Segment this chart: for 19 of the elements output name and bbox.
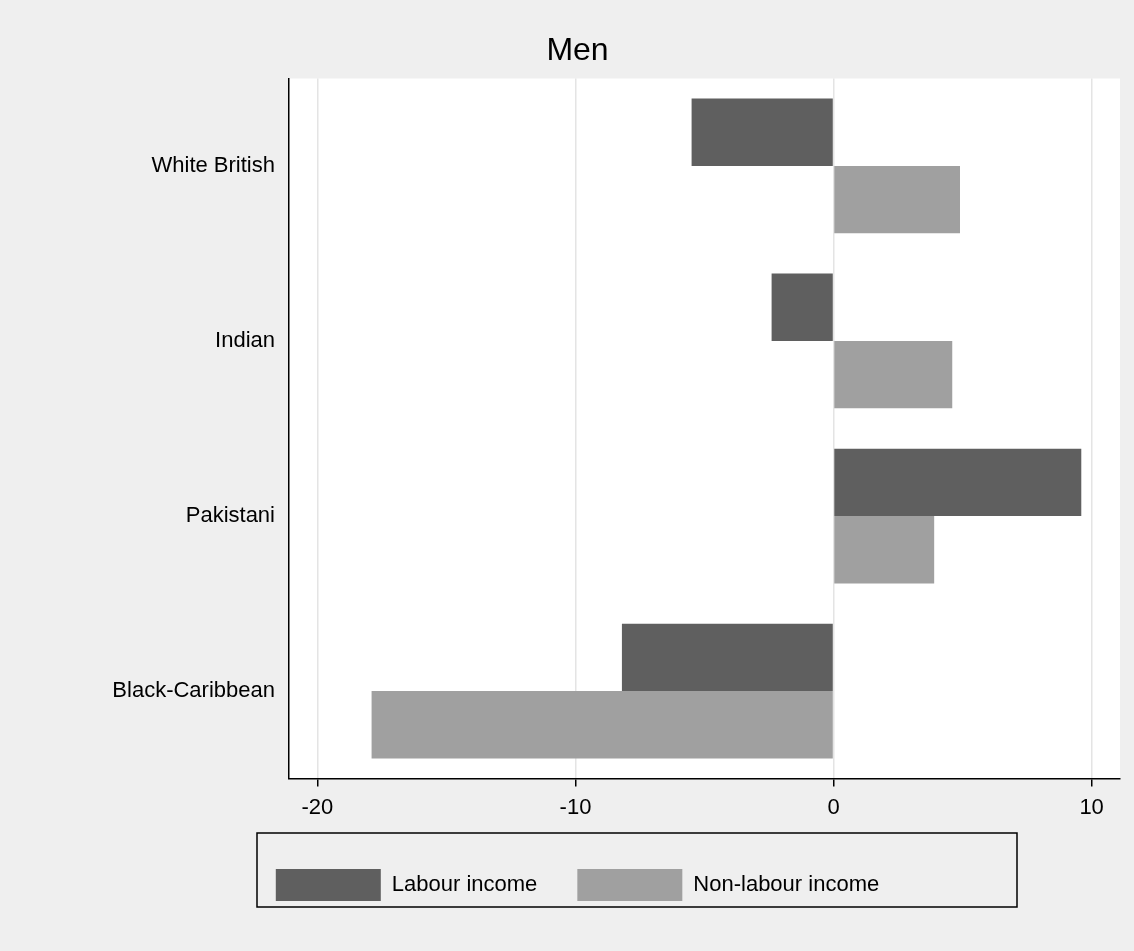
x-tick-label: 0 (827, 793, 840, 819)
legend-label: Labour income (391, 871, 538, 897)
y-tick-label: Indian (215, 327, 275, 353)
y-tick-label: Pakistani (185, 502, 275, 528)
chart-title: Men (546, 31, 609, 68)
bar (834, 516, 935, 584)
x-tick-label: -10 (559, 793, 592, 819)
y-tick-label: White British (151, 151, 275, 177)
bar (691, 98, 833, 166)
x-tick-label: 10 (1079, 793, 1104, 819)
legend-label: Non-labour income (693, 871, 880, 897)
y-tick-label: Black-Caribbean (112, 677, 275, 703)
bar (834, 448, 1082, 517)
bar (621, 623, 833, 692)
bar (834, 165, 960, 234)
bar (834, 340, 953, 409)
x-tick-label: -20 (301, 793, 334, 819)
bar (371, 691, 833, 759)
bar (771, 273, 833, 341)
